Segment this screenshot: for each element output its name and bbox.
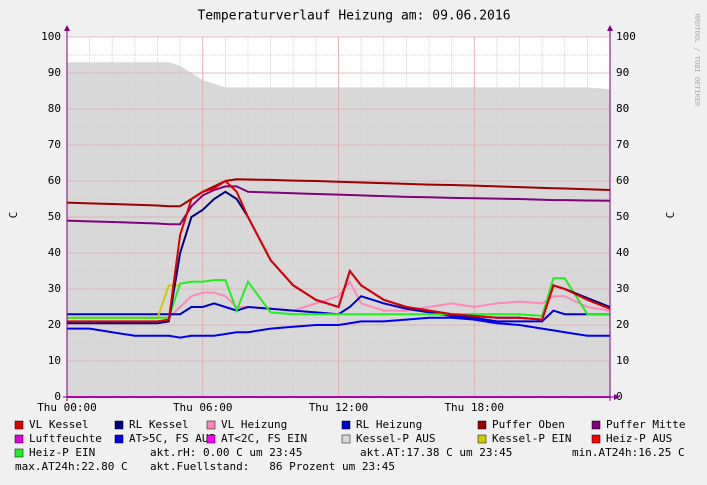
- stat-text: max.AT24h:22.80 C: [15, 460, 128, 473]
- y2-tick-label: 80: [616, 102, 629, 115]
- y-tick-label: 60: [48, 174, 61, 187]
- legend-label: Heiz-P AUS: [606, 432, 672, 445]
- axis-arrow: [614, 394, 620, 400]
- y2-tick-label: 10: [616, 354, 629, 367]
- legend-label: RL Heizung: [356, 418, 422, 431]
- y-tick-label: 30: [48, 282, 61, 295]
- x-tick-label: Thu 12:00: [309, 401, 369, 414]
- legend-swatch: [341, 420, 351, 430]
- y2-tick-label: 100: [616, 30, 636, 43]
- legend-swatch: [114, 420, 124, 430]
- y2-tick-label: 50: [616, 210, 629, 223]
- legend-swatch: [341, 434, 351, 444]
- legend-swatch: [206, 434, 216, 444]
- y2-tick-label: 70: [616, 138, 629, 151]
- legend-swatch: [477, 434, 487, 444]
- y-tick-label: 10: [48, 354, 61, 367]
- y-tick-label: 40: [48, 246, 61, 259]
- series-line: [66, 178, 611, 208]
- legend-swatch: [591, 434, 601, 444]
- legend-swatch: [206, 420, 216, 430]
- x-tick-label: Thu 18:00: [444, 401, 504, 414]
- stat-text: akt.rH: 0.00 C um 23:45: [150, 446, 302, 459]
- legend-swatch: [477, 420, 487, 430]
- y-tick-label: 50: [48, 210, 61, 223]
- y-tick-label: 20: [48, 318, 61, 331]
- series-line: [67, 316, 610, 339]
- y-tick-label: 80: [48, 102, 61, 115]
- y-tick-label: 70: [48, 138, 61, 151]
- stat-text: akt.AT:17.38 C um 23:45: [360, 446, 512, 459]
- legend-label: VL Kessel: [29, 418, 89, 431]
- axis-arrow: [64, 25, 70, 31]
- legend-label: Luftfeuchte: [29, 432, 102, 445]
- legend-label: Puffer Oben: [492, 418, 565, 431]
- legend-label: Puffer Mitte: [606, 418, 685, 431]
- legend-swatch: [591, 420, 601, 430]
- y2-tick-label: 30: [616, 282, 629, 295]
- y2-tick-label: 20: [616, 318, 629, 331]
- y-tick-label: 90: [48, 66, 61, 79]
- stat-text: min.AT24h:16.25 C: [572, 446, 685, 459]
- series-line: [67, 179, 611, 323]
- legend-swatch: [14, 434, 24, 444]
- legend-label: AT>5C, FS AUS: [129, 432, 215, 445]
- chart-title: Temperaturverlauf Heizung am: 09.06.2016: [197, 9, 510, 24]
- y2-tick-label: 60: [616, 174, 629, 187]
- x-tick-label: Thu 06:00: [173, 401, 233, 414]
- legend-label: RL Kessel: [129, 418, 189, 431]
- legend-swatch: [114, 434, 124, 444]
- watermark: RRDTOOL / TOBI OETIKER: [693, 14, 701, 108]
- legend-swatch: [14, 448, 24, 458]
- y2-tick-label: 90: [616, 66, 629, 79]
- x-tick-label: Thu 00:00: [37, 401, 97, 414]
- y-tick-label: 0: [54, 390, 61, 403]
- y2-tick-label: 40: [616, 246, 629, 259]
- legend-label: VL Heizung: [221, 418, 287, 431]
- y2-axis-label: C: [664, 212, 677, 219]
- y-axis-label: C: [7, 212, 20, 219]
- series-line: [66, 185, 611, 226]
- legend-label: AT<2C, FS EIN: [221, 432, 307, 445]
- legend-swatch: [14, 420, 24, 430]
- y2-tick-label: 0: [616, 390, 623, 403]
- axis-arrow: [607, 25, 613, 31]
- legend-label: Heiz-P EIN: [29, 446, 95, 459]
- stat-text: akt.Fuellstand: 86 Prozent um 23:45: [150, 460, 395, 473]
- legend-label: Kessel-P AUS: [356, 432, 435, 445]
- y-tick-label: 100: [41, 30, 61, 43]
- legend-label: Kessel-P EIN: [492, 432, 571, 445]
